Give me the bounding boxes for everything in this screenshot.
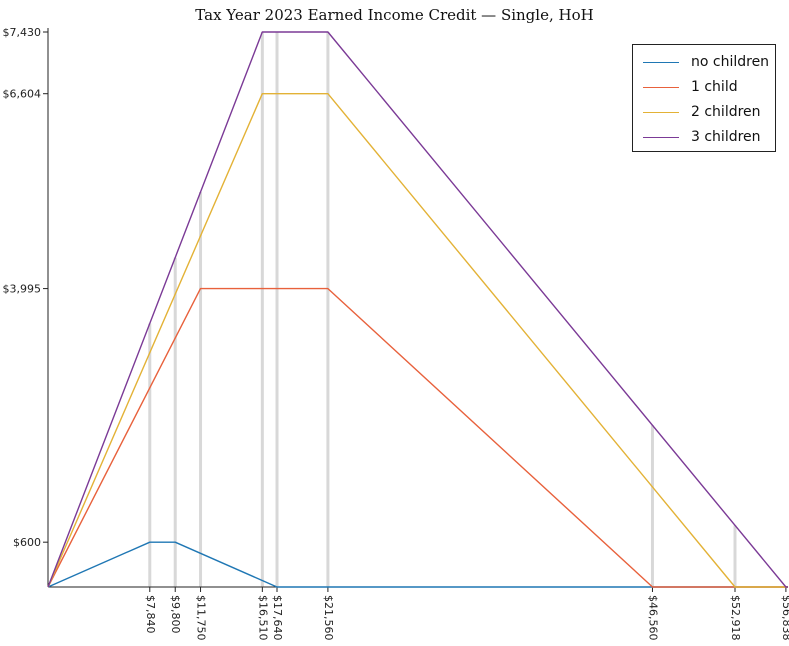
legend-swatch (643, 136, 679, 138)
x-tick-label: $17,640 (271, 595, 284, 641)
x-tick-label: $11,750 (195, 595, 208, 641)
series-line (47, 541, 788, 588)
y-tick-label: $7,430 (3, 26, 42, 39)
legend: no children 1 child 2 children 3 children (632, 44, 776, 152)
x-tick-label: $56,838 (780, 595, 789, 641)
x-tick-label: $16,510 (256, 595, 269, 641)
legend-item: 3 children (643, 127, 761, 147)
legend-item: no children (643, 52, 769, 72)
y-tick-label: $600 (13, 536, 41, 549)
legend-swatch (643, 61, 679, 63)
legend-swatch (643, 111, 679, 113)
legend-item: 1 child (643, 77, 738, 97)
legend-label: 2 children (691, 104, 761, 120)
x-tick-label: $9,800 (169, 595, 182, 634)
chart-title: Tax Year 2023 Earned Income Credit — Sin… (195, 6, 594, 24)
legend-label: no children (691, 54, 770, 70)
series-line (47, 93, 788, 588)
legend-item: 2 children (643, 102, 761, 122)
y-tick-label: $3,995 (3, 283, 42, 296)
legend-label: 3 children (691, 129, 761, 145)
series-line (47, 287, 788, 588)
x-tick-label: $46,560 (646, 595, 659, 641)
legend-swatch (643, 86, 679, 88)
series-line (47, 31, 788, 588)
y-tick-label: $6,604 (3, 88, 42, 101)
x-tick-label: $21,560 (322, 595, 335, 641)
x-tick-label: $7,840 (144, 595, 157, 634)
legend-label: 1 child (691, 79, 738, 95)
x-tick-label: $52,918 (729, 595, 742, 641)
